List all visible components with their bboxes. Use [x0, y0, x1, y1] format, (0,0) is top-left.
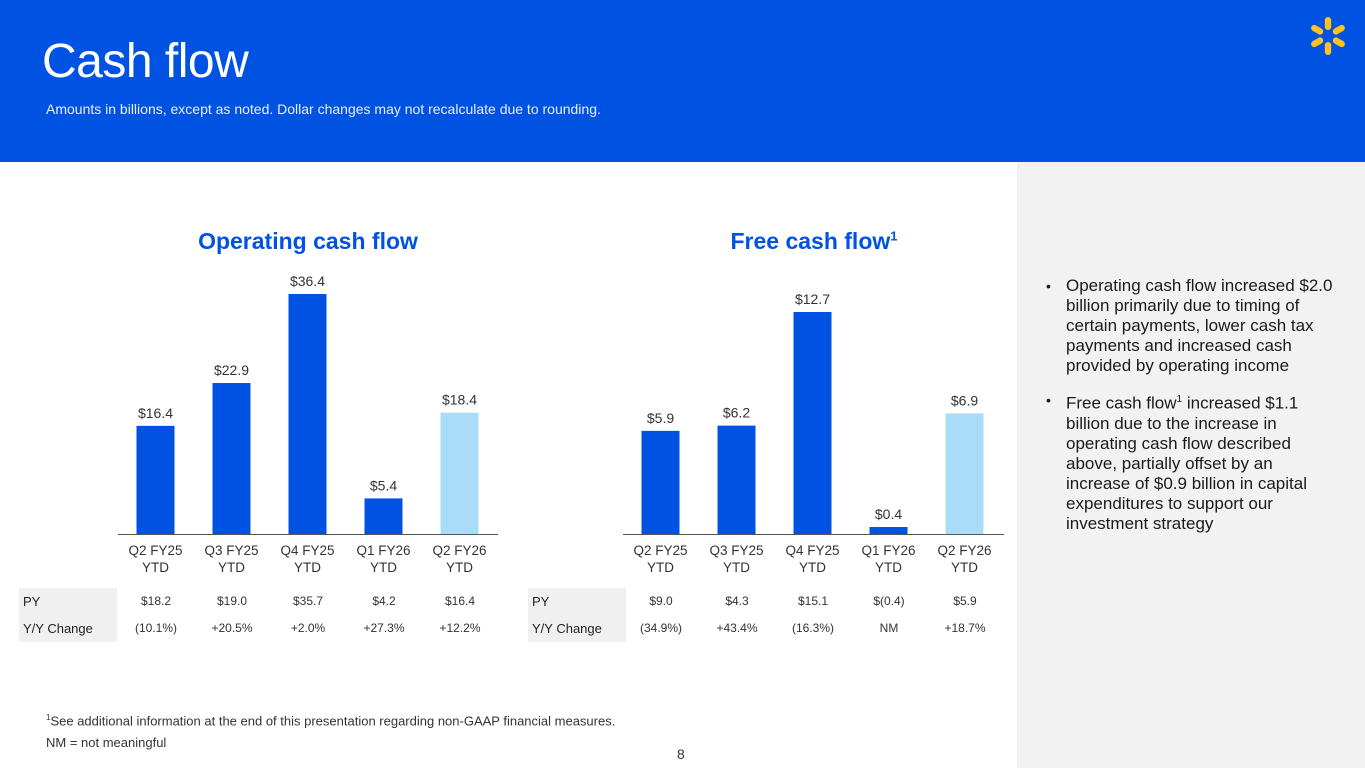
- bar: [869, 527, 908, 534]
- footnote-marker: 1: [1176, 394, 1183, 405]
- bar: [945, 413, 984, 534]
- bar: [641, 430, 680, 534]
- bar: [793, 312, 832, 534]
- x-tick-label: YTD: [370, 560, 397, 575]
- nm-note: NM = not meaningful: [46, 735, 167, 750]
- commentary-bullets: • Operating cash flow increased $2.0 bil…: [1046, 276, 1336, 548]
- table-cell: (34.9%): [639, 621, 683, 635]
- x-tick-label: YTD: [723, 560, 750, 575]
- bullet-text-post: increased $1.1 billion due to the increa…: [1066, 393, 1307, 533]
- data-label: $36.4: [290, 273, 325, 289]
- page-subtitle: Amounts in billions, except as noted. Do…: [46, 101, 601, 117]
- footnote: 1See additional information at the end o…: [46, 713, 615, 728]
- table-cell: $4.2: [372, 594, 396, 608]
- bar: [717, 425, 756, 534]
- page-title: Cash flow: [42, 35, 249, 88]
- table-cell: $35.7: [292, 594, 324, 608]
- table-cell: +12.2%: [439, 621, 481, 635]
- footnote-marker: 1: [890, 228, 898, 244]
- x-tick-label: YTD: [218, 560, 245, 575]
- data-label: $6.9: [951, 392, 978, 408]
- x-tick-label: YTD: [799, 560, 826, 575]
- table-cell: $15.1: [797, 594, 829, 608]
- bullet-free-cash-flow: • Free cash flow1 increased $1.1 billion…: [1046, 390, 1336, 534]
- bullet-dot-icon: •: [1046, 392, 1051, 408]
- data-label: $5.4: [370, 477, 397, 493]
- bullet-dot-icon: •: [1046, 278, 1051, 294]
- bar: [288, 294, 327, 534]
- x-tick-label: Q2 FY25: [633, 543, 687, 558]
- x-tick-label: YTD: [951, 560, 978, 575]
- table-cell: +2.0%: [290, 621, 326, 635]
- bullet-text: Operating cash flow increased $2.0 billi…: [1066, 276, 1333, 375]
- row-label: Y/Y Change: [528, 615, 626, 642]
- table-cell: +20.5%: [211, 621, 253, 635]
- data-label: $12.7: [795, 291, 830, 307]
- table-cell: +27.3%: [363, 621, 405, 635]
- data-label: $6.2: [723, 405, 750, 421]
- data-label: $22.9: [214, 362, 249, 378]
- row-label: PY: [19, 588, 117, 615]
- x-tick-label: Q1 FY26: [861, 543, 915, 558]
- footnote-marker: 1: [46, 713, 51, 722]
- chart-title-free-cash-flow: Free cash flow1: [730, 228, 898, 254]
- data-label: $0.4: [875, 506, 902, 522]
- x-tick-label: Q4 FY25: [785, 543, 839, 558]
- spark-logo-icon: [1311, 17, 1345, 55]
- header-banner: Cash flow Amounts in billions, except as…: [0, 0, 1365, 162]
- table-cell: $(0.4): [873, 594, 905, 608]
- bar: [212, 383, 251, 534]
- spark-ray: [1324, 42, 1332, 55]
- x-tick-label: Q3 FY25: [709, 543, 763, 558]
- commentary-panel: [1017, 162, 1365, 768]
- table-cell: NM: [879, 621, 899, 635]
- x-tick-label: Q1 FY26: [356, 543, 410, 558]
- row-label: PY: [528, 588, 626, 615]
- bar: [440, 412, 479, 534]
- x-tick-label: YTD: [647, 560, 674, 575]
- x-tick-label: YTD: [446, 560, 473, 575]
- x-tick-label: Q4 FY25: [280, 543, 334, 558]
- table-cell: $4.3: [725, 594, 749, 608]
- x-tick-label: Q3 FY25: [204, 543, 258, 558]
- x-tick-label: Q2 FY26: [937, 543, 991, 558]
- table-cell: (10.1%): [134, 621, 178, 635]
- data-label: $18.4: [442, 392, 477, 408]
- table-cell: $9.0: [649, 594, 673, 608]
- spark-ray: [1332, 37, 1345, 48]
- table-cell: $18.2: [140, 594, 172, 608]
- x-tick-label: YTD: [875, 560, 902, 575]
- bullet-operating-cash-flow: • Operating cash flow increased $2.0 bil…: [1046, 276, 1336, 376]
- x-tick-label: Q2 FY26: [432, 543, 486, 558]
- table-cell: +18.7%: [944, 621, 986, 635]
- table-cell: (16.3%): [791, 621, 835, 635]
- footnote-text: See additional information at the end of…: [50, 713, 616, 729]
- data-label: $5.9: [647, 410, 674, 426]
- spark-ray: [1324, 17, 1332, 30]
- spark-ray: [1311, 24, 1324, 35]
- chart-title-operating-cash-flow: Operating cash flow: [198, 228, 418, 254]
- data-label: $16.4: [138, 405, 173, 421]
- table-cell: $16.4: [444, 594, 476, 608]
- x-tick-label: YTD: [142, 560, 169, 575]
- free-cash-flow-chart: $5.9 Q2 FY25 YTD $6.2 Q3 FY25 YTD $12.7 Q4 FY25…: [623, 291, 1004, 575]
- operating-cash-flow-chart: $16.4 Q2 FY25 YTD $22.9 Q3 FY25 YTD $36.4 Q4 FY…: [118, 273, 498, 575]
- table-cell: $5.9: [953, 594, 977, 608]
- row-label: Y/Y Change: [19, 615, 117, 642]
- table-cell: $19.0: [216, 594, 248, 608]
- bar: [364, 498, 403, 534]
- table-cell: +43.4%: [716, 621, 758, 635]
- page-number: 8: [677, 746, 685, 762]
- spark-ray: [1332, 24, 1345, 35]
- x-tick-label: YTD: [294, 560, 321, 575]
- bar: [136, 425, 175, 534]
- x-tick-label: Q2 FY25: [128, 543, 182, 558]
- spark-ray: [1311, 37, 1324, 48]
- bullet-text-pre: Free cash flow: [1066, 393, 1177, 413]
